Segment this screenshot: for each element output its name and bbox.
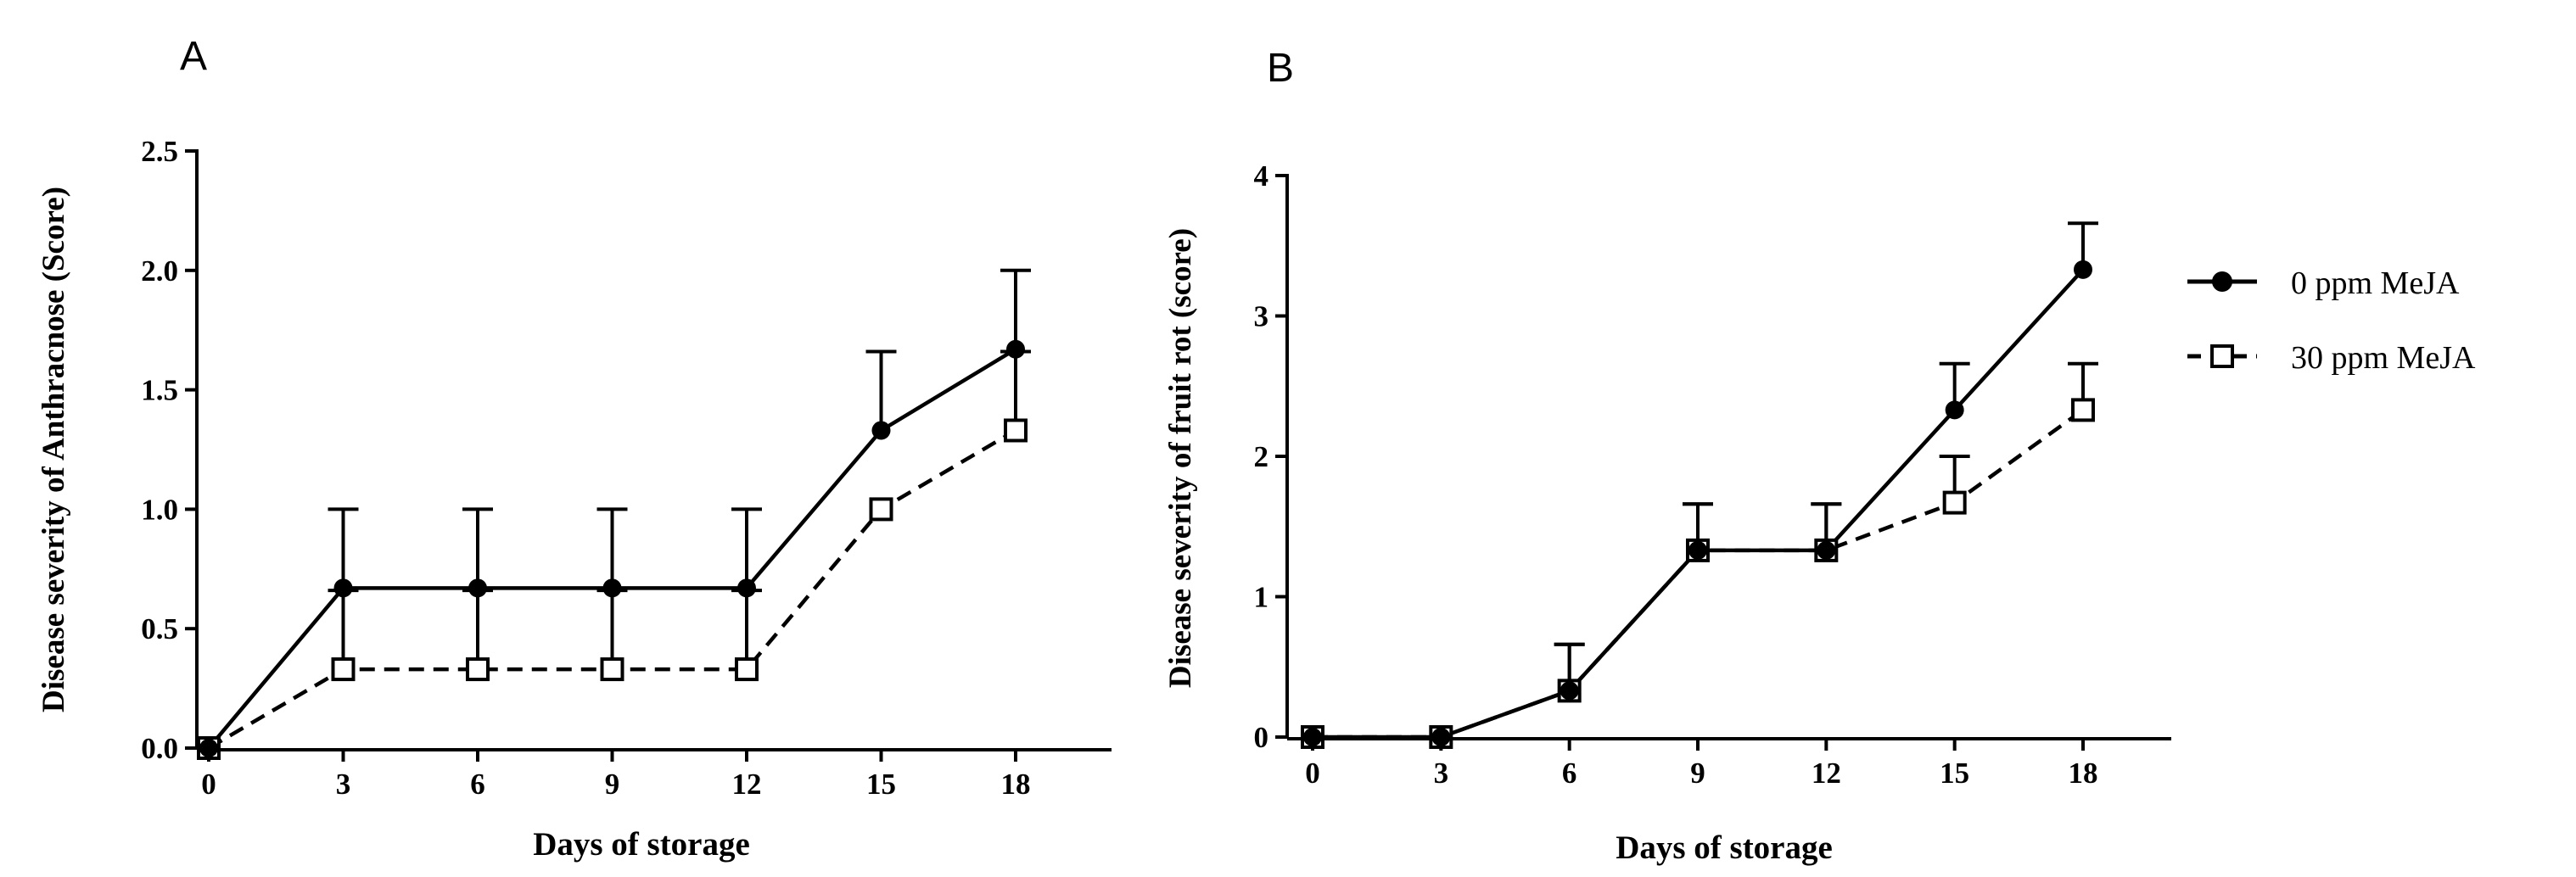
panel-b-x-tick-label: 12 [1812, 757, 1841, 790]
panel-b-y-tick-label: 2 [1254, 440, 1269, 473]
panel-b-y-tick-label: 0 [1254, 721, 1269, 754]
panel-a-y-tick-label: 0.0 [141, 732, 178, 765]
panel-a-marker-30ppm [1004, 418, 1028, 443]
panel-a-y-axis-label: Disease severity of Anthracnose (Score) [36, 187, 71, 712]
panel-b-x-tick-label: 9 [1690, 757, 1705, 790]
panel-a-marker-0ppm [333, 578, 353, 598]
panel-b-marker-30ppm [2071, 398, 2095, 422]
panel-b-marker-30ppm [1942, 490, 1967, 515]
panel-b-marker-0ppm [1303, 728, 1322, 746]
panel-b-letter: B [1267, 46, 1294, 91]
panel-a-marker-0ppm [871, 421, 891, 440]
panel-b-marker-0ppm [1431, 728, 1451, 746]
panel-b-marker-0ppm [1560, 681, 1579, 701]
panel-a-marker-0ppm [1006, 339, 1025, 359]
panel-a-marker-30ppm [466, 657, 490, 682]
panel-b-marker-0ppm [1817, 540, 1836, 560]
panel-a-x-tick-label: 9 [605, 768, 620, 801]
panel-a-x-tick-label: 18 [1001, 768, 1031, 801]
legend: 0 ppm MeJA 30 ppm MeJA [2187, 265, 2476, 376]
panel-b-series-line-30ppm [1313, 408, 2085, 740]
panel-a-marker-0ppm [468, 578, 487, 598]
panel-b-x-tick-label: 0 [1305, 757, 1320, 790]
panel-a-y-tick-label: 1.0 [141, 493, 178, 526]
panel-a-x-tick-label: 12 [732, 768, 762, 801]
panel-a-y-tick-label: 0.5 [141, 612, 178, 645]
panel-b-x-tick-label: 3 [1434, 757, 1449, 790]
panel-a-plot: 0.0 0.5 1.0 1.5 2.0 2.5 0 3 6 9 12 15 18 [141, 135, 1112, 801]
panel-a-letter: A [180, 34, 207, 79]
panel-a-marker-30ppm [600, 657, 624, 682]
legend-marker-0ppm [2212, 271, 2232, 292]
panel-b-y-tick-label: 3 [1254, 300, 1269, 333]
panel-a-y-tick-label: 2.5 [141, 135, 178, 168]
panel-b-x-axis-label: Days of storage [1616, 830, 1833, 866]
panel-a-marker-30ppm [735, 657, 759, 682]
panel-a-y-tick-label: 2.0 [141, 254, 178, 288]
panel-b-x-tick-label: 18 [2069, 757, 2098, 790]
panel-b-marker-0ppm [1945, 400, 1964, 420]
panel-a-y-tick-label: 1.5 [141, 374, 178, 407]
panel-a-x-tick-label: 3 [336, 768, 351, 801]
panel-a-marker-30ppm [331, 657, 356, 682]
panel-a-x-tick-label: 6 [470, 768, 485, 801]
panel-a-marker-0ppm [737, 578, 756, 598]
panel-a-x-tick-label: 15 [866, 768, 896, 801]
panel-a: A Disease severity of Anthracnose (Score… [36, 34, 1112, 863]
panel-a-x-tick-label: 0 [201, 768, 216, 801]
panel-a-marker-30ppm [869, 497, 893, 522]
panel-a-x-axis-label: Days of storage [533, 826, 750, 863]
panel-b: B Disease severity of fruit rot (score) … [1163, 46, 2171, 866]
panel-b-x-tick-label: 15 [1940, 757, 1969, 790]
panel-b-marker-0ppm [1688, 540, 1707, 560]
panel-b-marker-0ppm [2074, 260, 2092, 279]
panel-b-x-tick-label: 6 [1562, 757, 1577, 790]
panel-b-y-tick-label: 4 [1254, 159, 1269, 193]
panel-a-marker-0ppm [199, 739, 218, 757]
panel-b-y-axis-label: Disease severity of fruit rot (score) [1163, 228, 1198, 688]
legend-label-30ppm: 30 ppm MeJA [2291, 340, 2476, 376]
legend-marker-30ppm [2210, 344, 2234, 368]
panel-a-marker-0ppm [602, 578, 622, 598]
legend-label-0ppm: 0 ppm MeJA [2291, 265, 2460, 301]
panel-b-y-tick-label: 1 [1254, 581, 1269, 614]
